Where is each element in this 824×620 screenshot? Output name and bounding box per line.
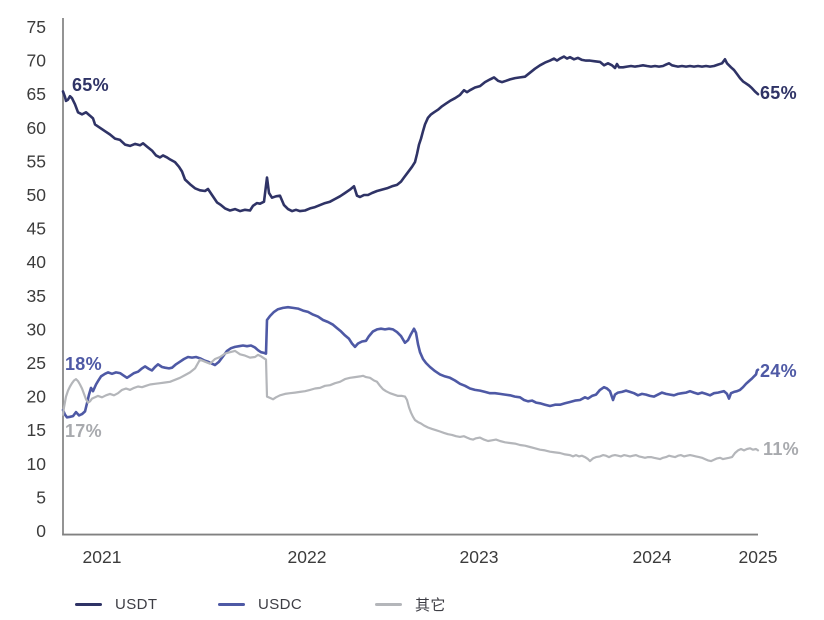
y-tick-label: 55 — [27, 151, 46, 171]
y-tick-label: 40 — [27, 252, 47, 272]
y-tick-label: 5 — [36, 487, 46, 507]
legend-label-usdc: USDC — [258, 595, 303, 613]
annotation-usdc-end: 24% — [760, 361, 797, 381]
y-tick-label: 60 — [27, 118, 47, 138]
y-tick-label: 15 — [27, 420, 46, 440]
legend-label-usdt: USDT — [115, 595, 158, 613]
others-line-swatch — [375, 602, 402, 606]
usdc-line-swatch — [218, 602, 245, 606]
y-tick-label: 0 — [36, 521, 46, 541]
y-tick-label: 30 — [27, 319, 47, 339]
annotation-others-start: 17% — [65, 421, 102, 441]
x-axis-tick-labels: 2021 2022 2023 2024 2025 — [83, 547, 778, 567]
y-tick-label: 35 — [27, 286, 46, 306]
annotation-usdt-start: 65% — [72, 75, 109, 95]
y-tick-label: 65 — [27, 84, 46, 104]
annotation-usdc-start: 18% — [65, 354, 102, 374]
series-line-others — [61, 349, 760, 463]
legend-item-usdc: USDC — [218, 593, 302, 615]
x-tick-label-2023: 2023 — [460, 547, 499, 567]
y-tick-label: 50 — [27, 185, 47, 205]
series-lines — [61, 55, 760, 463]
x-tick-label-2024: 2024 — [633, 547, 672, 567]
y-tick-label: 70 — [27, 51, 47, 71]
axes — [62, 18, 758, 536]
y-tick-label: 75 — [27, 17, 46, 37]
x-tick-label-2021: 2021 — [83, 547, 122, 567]
y-tick-label: 10 — [27, 454, 47, 474]
x-tick-label-2022: 2022 — [288, 547, 327, 567]
y-tick-label: 45 — [27, 219, 46, 239]
legend-label-others: 其它 — [415, 596, 446, 614]
series-line-usdt — [61, 55, 760, 213]
y-tick-label: 25 — [27, 353, 46, 373]
y-tick-label: 20 — [27, 387, 47, 407]
y-axis-tick-labels: 0 5 10 15 20 25 30 35 40 45 50 55 60 65 70 75 — [27, 17, 47, 541]
legend-item-usdt: USDT — [75, 593, 157, 615]
annotation-usdt-end: 65% — [760, 83, 797, 103]
x-tick-label-2025: 2025 — [739, 547, 778, 567]
annotation-others-end: 11% — [763, 439, 799, 459]
chart-legend: USDT USDC 其它 — [0, 593, 824, 617]
usdt-line-swatch — [75, 602, 102, 606]
series-line-usdc — [61, 305, 760, 419]
legend-item-others: 其它 — [375, 593, 446, 615]
